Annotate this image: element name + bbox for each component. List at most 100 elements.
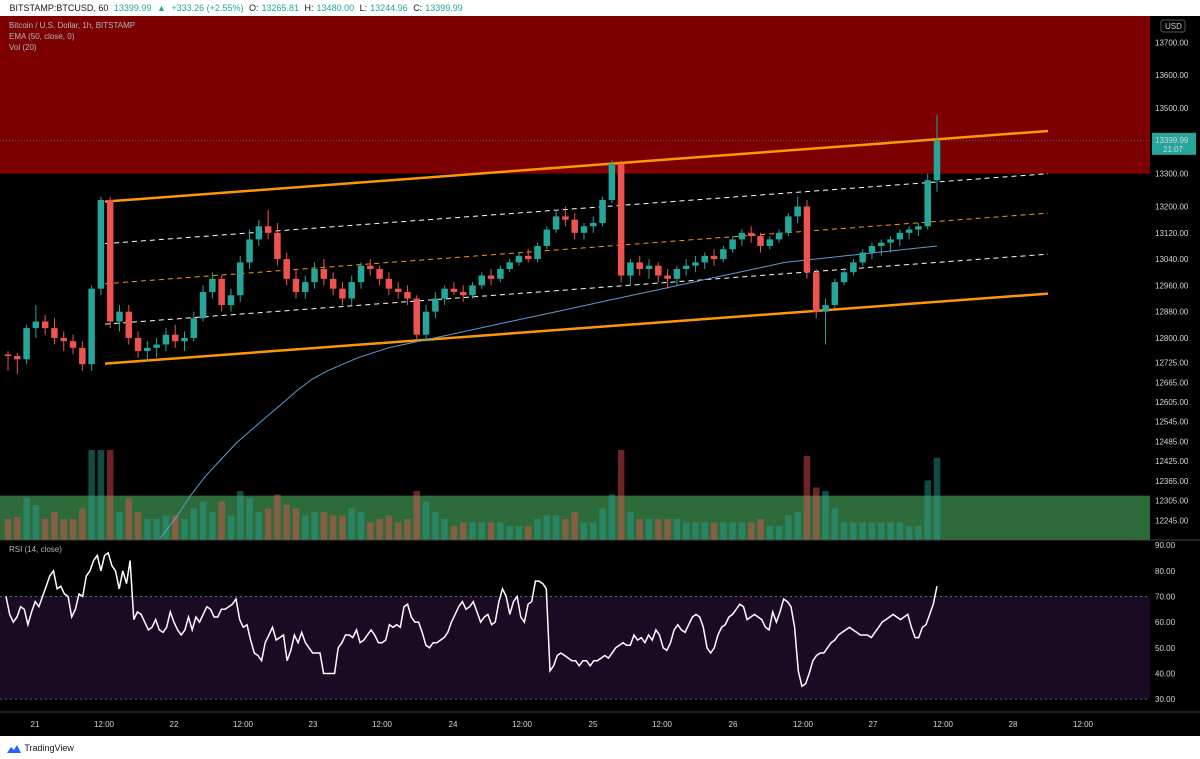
candle-body — [97, 199, 105, 289]
candle-body — [348, 282, 355, 299]
volume-bar — [125, 498, 133, 540]
candle-body — [673, 268, 681, 279]
candle-body — [636, 262, 643, 269]
volume-bar — [571, 512, 578, 540]
volume-bar — [552, 515, 560, 540]
high-value: 13480.00 — [316, 3, 355, 13]
candle-body — [868, 245, 876, 253]
volume-bar — [236, 491, 244, 540]
candle-body — [831, 282, 839, 306]
volume-bar — [757, 519, 764, 540]
volume-bar — [469, 522, 476, 540]
candle-body — [116, 311, 123, 322]
candle-body — [766, 239, 774, 246]
rsi-tick-label: 30.00 — [1155, 695, 1176, 704]
open-value: 13265.81 — [261, 3, 300, 13]
support-zone — [0, 495, 1150, 540]
legend-rsi[interactable]: RSI (14, close) — [9, 545, 62, 554]
currency-label: USD — [1165, 22, 1182, 31]
volume-bar — [144, 519, 151, 540]
candle-body — [794, 206, 801, 217]
candle-body — [859, 252, 866, 263]
time-tick-label: 12:00 — [652, 720, 673, 729]
volume-bar — [181, 519, 188, 540]
candle-body — [738, 232, 746, 240]
volume-bar — [515, 526, 523, 540]
rsi-pane: 90.00 80.00 70.00 60.00 50.00 40.00 30.00 — [0, 541, 1176, 704]
channel-line-solid — [104, 129, 1049, 203]
candle-body — [339, 288, 346, 299]
candle-body — [803, 206, 811, 273]
candle-body — [450, 288, 458, 292]
candle-body — [850, 262, 857, 273]
candle-body — [710, 255, 718, 260]
volume-bar — [887, 522, 894, 540]
volume-bar — [41, 519, 49, 540]
volume-bar — [682, 522, 690, 540]
brand-name: TradingView — [24, 743, 74, 753]
volume-bar — [14, 517, 21, 540]
candle-body — [153, 344, 160, 348]
volume-bar — [645, 519, 653, 540]
symbol-name[interactable]: BITSTAMP:BTCUSD, 60 — [9, 3, 109, 13]
rsi-tick-label: 40.00 — [1155, 669, 1176, 678]
channel-line-dashed-white — [104, 173, 1049, 245]
candle-body — [125, 311, 133, 338]
volume-bar — [376, 519, 383, 540]
time-tick-label: 28 — [1009, 720, 1018, 729]
time-tick-label: 23 — [309, 720, 318, 729]
volume-bar — [432, 512, 439, 540]
volume-bar — [562, 519, 569, 540]
candle-body — [171, 334, 179, 342]
candle-body — [162, 334, 170, 345]
candle-body — [599, 199, 606, 223]
candle-body — [571, 219, 578, 233]
volume-bar — [599, 508, 606, 540]
volume-bar — [487, 522, 495, 540]
candle-body — [747, 232, 755, 237]
candle-body — [487, 275, 495, 279]
rsi-tick-label: 70.00 — [1155, 592, 1176, 601]
time-tick-label: 24 — [449, 720, 458, 729]
legend-volume[interactable]: Vol (20) — [9, 43, 37, 52]
channel-lines — [104, 129, 1049, 365]
price-tick-label: 12605.00 — [1155, 398, 1189, 407]
time-axis: 21 12:00 22 12:00 23 12:00 24 12:00 25 12:00 26 12:… — [0, 711, 1200, 729]
candle-body — [51, 328, 58, 338]
rsi-line — [5, 551, 938, 688]
channel-line-dashed-white — [104, 253, 1049, 325]
candle-body — [441, 288, 448, 299]
price-tick-label: 12665.00 — [1155, 378, 1189, 387]
candle-body — [775, 232, 783, 240]
price-tick-label: 12365.00 — [1155, 477, 1189, 486]
volume-bar — [627, 512, 634, 540]
volume-bar — [701, 522, 709, 540]
volume-bar — [738, 522, 746, 540]
candle-body — [785, 216, 792, 233]
volume-bar — [116, 512, 123, 540]
volume-bar — [710, 522, 718, 540]
tradingview-logo[interactable]: TradingView — [6, 741, 74, 755]
candle-body — [692, 262, 699, 266]
candle-body — [497, 268, 504, 279]
candle-body — [840, 272, 848, 283]
candle-body — [822, 305, 829, 312]
volume-bar — [246, 498, 253, 540]
candle-body — [729, 239, 736, 250]
candle-body — [608, 163, 616, 200]
candle-body — [385, 278, 393, 289]
time-tick-label: 12:00 — [233, 720, 254, 729]
candle-body — [664, 275, 671, 279]
volume-bar — [339, 515, 346, 540]
legend-symbol[interactable]: Bitcoin / U.S. Dollar, 1h, BITSTAMP — [9, 21, 136, 30]
legend-ema[interactable]: EMA (50, close, 0) — [9, 32, 75, 41]
time-tick-label: 12:00 — [793, 720, 814, 729]
volume-bar — [367, 522, 374, 540]
volume-bar — [850, 522, 857, 540]
time-tick-label: 21 — [31, 720, 40, 729]
volume-bar — [794, 512, 801, 540]
price-tick-label: 13200.00 — [1155, 203, 1189, 212]
volume-bar — [97, 450, 105, 540]
rsi-tick-label: 60.00 — [1155, 618, 1176, 627]
